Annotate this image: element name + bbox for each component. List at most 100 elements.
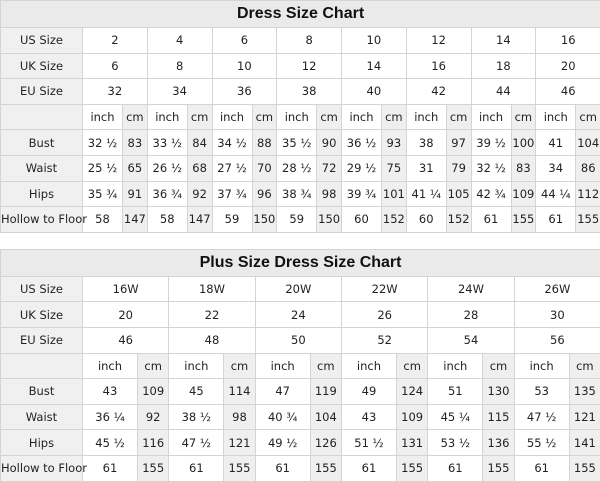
inch-value: 38 ½ [169,404,224,430]
row-label: EU Size [1,79,83,105]
inch-value: 51 ½ [341,430,396,456]
inch-value: 43 [83,379,138,405]
cm-value: 116 [138,430,169,456]
unit-cm: cm [224,353,255,379]
unit-inch: inch [471,104,511,130]
inch-value: 45 [169,379,224,405]
inch-value: 25 ½ [83,155,123,181]
row-label: Hollow to Floor [1,207,83,233]
row-label: US Size [1,276,83,302]
cm-value: 98 [224,404,255,430]
size-cell: 34 [147,79,212,105]
unit-cm: cm [138,353,169,379]
cm-value: 90 [317,130,342,156]
size-cell: 22 [169,302,255,328]
cm-value: 104 [576,130,600,156]
size-cell: 22W [341,276,427,302]
unit-inch: inch [342,104,382,130]
inch-value: 59 [212,207,252,233]
cm-value: 147 [123,207,148,233]
inch-value: 41 [536,130,576,156]
cm-value: 65 [123,155,148,181]
unit-inch: inch [147,104,187,130]
title-row: Plus Size Dress Size Chart [1,249,600,276]
size-cell: 16W [83,276,169,302]
cm-value: 88 [252,130,277,156]
size-cell: 16 [406,53,471,79]
row-label: UK Size [1,302,83,328]
cm-value: 121 [224,430,255,456]
size-cell: 52 [341,327,427,353]
cm-value: 136 [483,430,514,456]
inch-value: 36 ½ [342,130,382,156]
cm-value: 93 [382,130,407,156]
inch-value: 60 [406,207,446,233]
unit-inch: inch [255,353,310,379]
inch-value: 49 [341,379,396,405]
inch-value: 61 [514,455,569,481]
row-label: Hollow to Floor [1,455,83,481]
unit-cm: cm [187,104,212,130]
inch-value: 35 ½ [277,130,317,156]
size-cell: 14 [342,53,407,79]
inch-value: 51 [428,379,483,405]
inch-value: 44 ¼ [536,181,576,207]
inch-value: 32 ½ [471,155,511,181]
cm-value: 130 [483,379,514,405]
cm-value: 70 [252,155,277,181]
size-cell: 30 [514,302,600,328]
unit-cm: cm [123,104,148,130]
inch-value: 34 [536,155,576,181]
inch-value: 36 ¼ [83,404,138,430]
inch-value: 42 ¾ [471,181,511,207]
size-cell: 44 [471,79,536,105]
cm-value: 92 [187,181,212,207]
cm-value: 114 [224,379,255,405]
inch-value: 47 [255,379,310,405]
unit-cm: cm [310,353,341,379]
size-cell: 20 [536,53,600,79]
inch-value: 61 [536,207,576,233]
inch-value: 61 [169,455,224,481]
cm-value: 155 [396,455,427,481]
inch-value: 29 ½ [342,155,382,181]
row-label: Waist [1,155,83,181]
empty-label [1,353,83,379]
size-cell: 50 [255,327,341,353]
cm-value: 109 [138,379,169,405]
row-label: Bust [1,130,83,156]
cm-value: 112 [576,181,600,207]
cm-value: 155 [576,207,600,233]
inch-value: 38 [406,130,446,156]
cm-value: 104 [310,404,341,430]
inch-value: 60 [342,207,382,233]
cm-value: 92 [138,404,169,430]
cm-value: 141 [569,430,600,456]
cm-value: 96 [252,181,277,207]
cm-value: 68 [187,155,212,181]
size-cell: 18W [169,276,255,302]
inch-value: 32 ½ [83,130,123,156]
unit-cm: cm [396,353,427,379]
cm-value: 147 [187,207,212,233]
row-label: Bust [1,379,83,405]
size-cell: 26W [514,276,600,302]
size-cell: 54 [428,327,514,353]
row-label: EU Size [1,327,83,353]
cm-value: 150 [317,207,342,233]
size-cell: 20 [83,302,169,328]
cm-value: 86 [576,155,600,181]
cm-value: 72 [317,155,342,181]
size-cell: 24 [255,302,341,328]
